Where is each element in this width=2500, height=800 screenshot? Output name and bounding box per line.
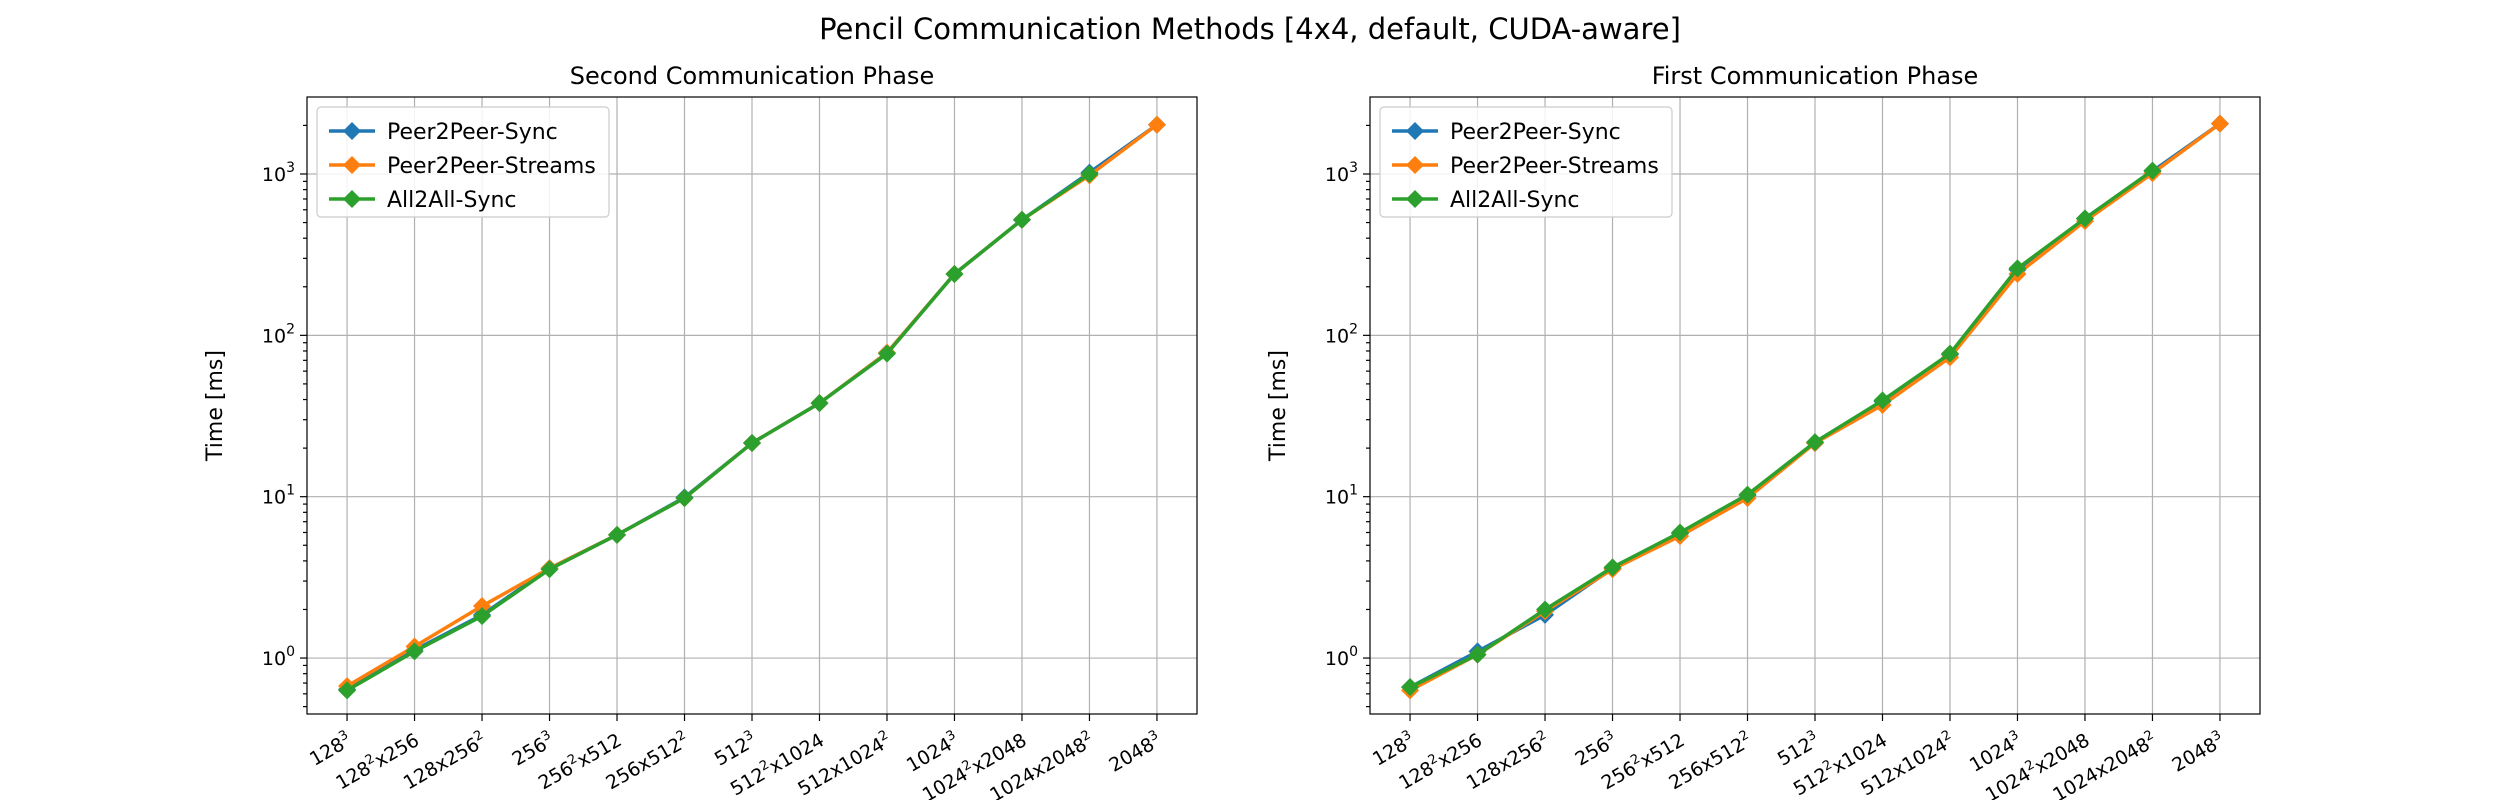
data-point <box>743 434 761 453</box>
figure-title: Pencil Communication Methods [4x4, defau… <box>819 12 1681 46</box>
y-axis-label: Time [ms] <box>203 350 228 462</box>
legend: Peer2Peer-Sync Peer2Peer-Streams All2All-S… <box>316 106 610 218</box>
data-point <box>1671 523 1690 542</box>
chart-title: First Communication Phase <box>1652 62 1979 90</box>
legend-marker <box>343 190 361 208</box>
legend-marker <box>343 122 361 140</box>
data-point <box>2210 114 2229 133</box>
chart-title: Second Communication Phase <box>570 62 934 90</box>
series-line <box>346 172 1091 692</box>
data-point <box>2143 161 2162 180</box>
x-tick-label: 1283 <box>1368 728 1419 771</box>
legend-marker <box>1406 156 1424 174</box>
legend-label: Peer2Peer-Streams <box>387 154 596 179</box>
data-point <box>2075 209 2094 228</box>
y-tick-label: 102 <box>262 321 295 347</box>
data-point <box>405 642 424 661</box>
data-point <box>1873 391 1892 410</box>
data-point <box>2008 259 2027 278</box>
plot-frame <box>306 96 1198 715</box>
x-tick-label: 1283 <box>305 728 356 771</box>
y-tick-label: 101 <box>1325 483 1358 509</box>
data-point <box>1536 600 1555 619</box>
data-point <box>1940 344 1959 363</box>
legend-label: Peer2Peer-Sync <box>1450 120 1621 145</box>
x-tick-label: 5123 <box>1773 728 1824 771</box>
data-point <box>1603 558 1622 577</box>
legend-marker <box>1406 122 1424 140</box>
data-point <box>473 597 492 616</box>
y-tick-label: 100 <box>262 644 295 670</box>
plot-frame <box>1369 96 2261 715</box>
legend-label: Peer2Peer-Sync <box>387 120 558 145</box>
data-point <box>810 394 829 413</box>
legend-label: All2All-Sync <box>1450 188 1580 213</box>
y-tick-label: 102 <box>1325 321 1358 347</box>
x-tick-label: 2563 <box>1570 728 1621 771</box>
legend-marker <box>1406 190 1424 208</box>
legend-label: All2All-Sync <box>387 188 517 213</box>
data-point <box>1401 678 1420 697</box>
series-line <box>1409 169 2154 689</box>
x-tick-label: 2563 <box>507 728 558 771</box>
y-tick-label: 103 <box>262 160 295 186</box>
data-point <box>945 264 964 283</box>
legend-marker <box>343 156 361 174</box>
data-point <box>540 560 559 579</box>
data-point <box>675 489 694 508</box>
x-tick-label: 20483 <box>2167 728 2228 777</box>
legend-box <box>316 106 610 218</box>
data-point <box>877 344 896 363</box>
y-axis-label: Time [ms] <box>1266 350 1291 462</box>
y-tick-label: 101 <box>262 483 295 509</box>
legend: Peer2Peer-Sync Peer2Peer-Streams All2All-S… <box>1379 106 1673 218</box>
data-point <box>1080 164 1099 183</box>
data-point <box>1468 645 1487 664</box>
x-tick-label: 5123 <box>710 728 761 771</box>
y-tick-label: 103 <box>1325 160 1358 186</box>
data-point <box>1147 115 1166 134</box>
data-point <box>473 607 492 626</box>
data-point <box>608 525 627 544</box>
data-point <box>1738 485 1757 504</box>
x-tick-label: 20483 <box>1104 728 1165 777</box>
legend-label: Peer2Peer-Streams <box>1450 154 1659 179</box>
legend-box <box>1379 106 1673 218</box>
data-point <box>338 681 357 700</box>
y-tick-label: 100 <box>1325 644 1358 670</box>
data-point <box>1806 433 1824 452</box>
data-point <box>1012 210 1031 229</box>
